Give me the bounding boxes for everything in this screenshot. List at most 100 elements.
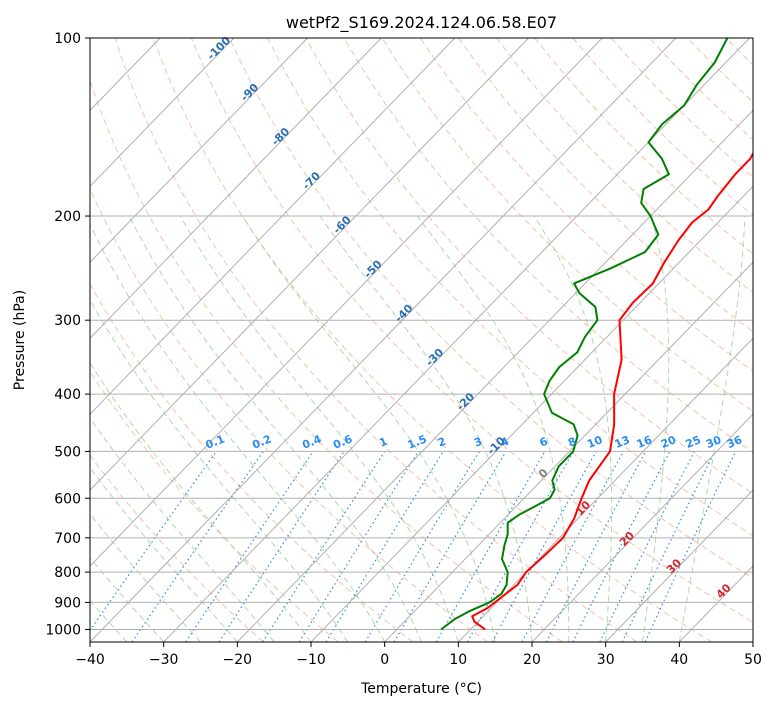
isotherm: [90, 38, 308, 263]
mixing-ratio-line: [491, 451, 597, 642]
grid-layer: [0, 38, 775, 642]
y-tick-label: 300: [54, 313, 81, 329]
axis-layer: −40 −30 −20 −10 0 10 20 30 40 50 100 200 300 400 500 60…: [45, 31, 762, 668]
x-tick-label: 40: [670, 652, 688, 668]
isotherm-label: -20: [454, 390, 477, 413]
dry-adiabat: [419, 38, 753, 372]
moist-adiabat: [319, 215, 533, 642]
dry-adiabat: [90, 282, 414, 642]
dry-adiabat: [572, 38, 753, 216]
x-tick-label: −30: [149, 652, 179, 668]
mixing-ratio-line: [218, 451, 345, 642]
dry-adiabat: [305, 38, 753, 495]
dry-adiabat: [764, 38, 775, 642]
moist-temp-label: 40: [714, 581, 734, 601]
isotherm: [90, 38, 529, 491]
series-layer: [440, 38, 753, 631]
temperature-profile: [471, 151, 753, 631]
mixing-ratio-line: [644, 451, 737, 642]
mixing-ratio-line: [364, 451, 480, 642]
dry-adiabat: [114, 38, 638, 642]
x-tick-label: 10: [449, 652, 467, 668]
mixing-ratio-label: 36: [725, 433, 744, 451]
x-axis-label: Temperature (°C): [360, 681, 482, 697]
mixing-ratio-label: 16: [635, 433, 654, 451]
moist-adiabat: [90, 299, 349, 642]
y-tick-label: 500: [54, 444, 81, 460]
moist-adiabat: [90, 557, 165, 642]
mixing-ratio-label: 0.4: [300, 432, 323, 451]
dry-adiabat: [90, 370, 339, 642]
moist-adiabat: [90, 223, 386, 642]
mixing-ratio-line: [521, 451, 625, 642]
isotherm: [163, 38, 750, 642]
isotherm: [0, 38, 13, 642]
y-tick-label: 600: [54, 491, 81, 507]
dry-adiabat: [725, 38, 753, 66]
dry-adiabat: [90, 187, 488, 642]
isotherm-label: -60: [331, 213, 354, 236]
mixing-ratio-line: [90, 451, 217, 632]
y-tick-label: 100: [54, 31, 81, 47]
mixing-ratio-label: 0.1: [204, 432, 227, 451]
mixing-ratio-line: [185, 451, 314, 642]
mixing-ratio-line: [262, 451, 386, 642]
isotherm-label: -40: [392, 302, 415, 325]
mixing-ratio-line: [325, 451, 444, 642]
isotherm: [90, 38, 382, 339]
moist-temp-label: 20: [617, 529, 637, 549]
dry-adiabat: [152, 38, 712, 642]
mixing-ratio-line: [621, 451, 716, 642]
isotherm: [310, 185, 753, 642]
mixing-ratio-label: 30: [704, 433, 723, 451]
y-tick-label: 1000: [45, 623, 81, 639]
isotherm: [90, 38, 677, 642]
isotherm-label: -70: [300, 169, 323, 192]
y-tick-label: 700: [54, 531, 81, 547]
moist-adiabat: [533, 215, 613, 642]
x-tick-label: −40: [75, 652, 105, 668]
plot-frame: [89, 37, 754, 643]
y-tick-label: 400: [54, 387, 81, 403]
moist-temp-label: 30: [664, 556, 684, 576]
moist-adiabat: [90, 513, 201, 642]
y-tick-label: 200: [54, 209, 81, 225]
x-tick-label: −20: [223, 652, 253, 668]
mixing-ratio-line: [131, 451, 264, 642]
mixing-ratio-label: 20: [659, 433, 678, 451]
isotherm-label: -80: [269, 125, 292, 148]
mixing-ratio-label: 3: [472, 435, 484, 450]
x-tick-label: −10: [296, 652, 326, 668]
dry-adiabat: [496, 38, 753, 294]
y-axis-label: Pressure (hPa): [12, 290, 28, 390]
isotherm-label: -50: [361, 257, 384, 280]
moist-adiabat: [90, 417, 275, 642]
mixing-ratio-label: 25: [684, 433, 703, 451]
y-tick-label: 800: [54, 565, 81, 581]
dewpoint-profile: [440, 38, 729, 631]
x-tick-label: 0: [380, 652, 389, 668]
mixing-ratio-line: [545, 451, 647, 642]
isotherm: [90, 38, 603, 567]
isotherm: [531, 413, 753, 642]
mixing-ratio-label: 13: [613, 433, 632, 451]
dry-adiabat: [458, 38, 753, 333]
isotherm: [236, 109, 753, 642]
moist-adiabat: [179, 215, 459, 642]
isotherm: [90, 38, 235, 188]
isotherm: [752, 641, 753, 642]
moist-adiabat: [678, 215, 746, 642]
x-tick-label: 50: [744, 652, 762, 668]
mixing-ratio-label: 2: [436, 435, 448, 450]
mixing-ratio-label: 8: [566, 435, 578, 450]
dry-adiabat: [534, 38, 753, 255]
isotherm-label: -90: [238, 81, 261, 104]
isotherm: [457, 337, 753, 642]
mixing-ratio-label: 10: [585, 433, 604, 451]
dry-adiabat: [190, 38, 753, 623]
dry-adiabat: [90, 454, 264, 642]
mixing-ratio-line: [599, 451, 696, 642]
x-tick-label: 20: [523, 652, 541, 668]
mixing-ratio-label: 1: [377, 435, 389, 450]
